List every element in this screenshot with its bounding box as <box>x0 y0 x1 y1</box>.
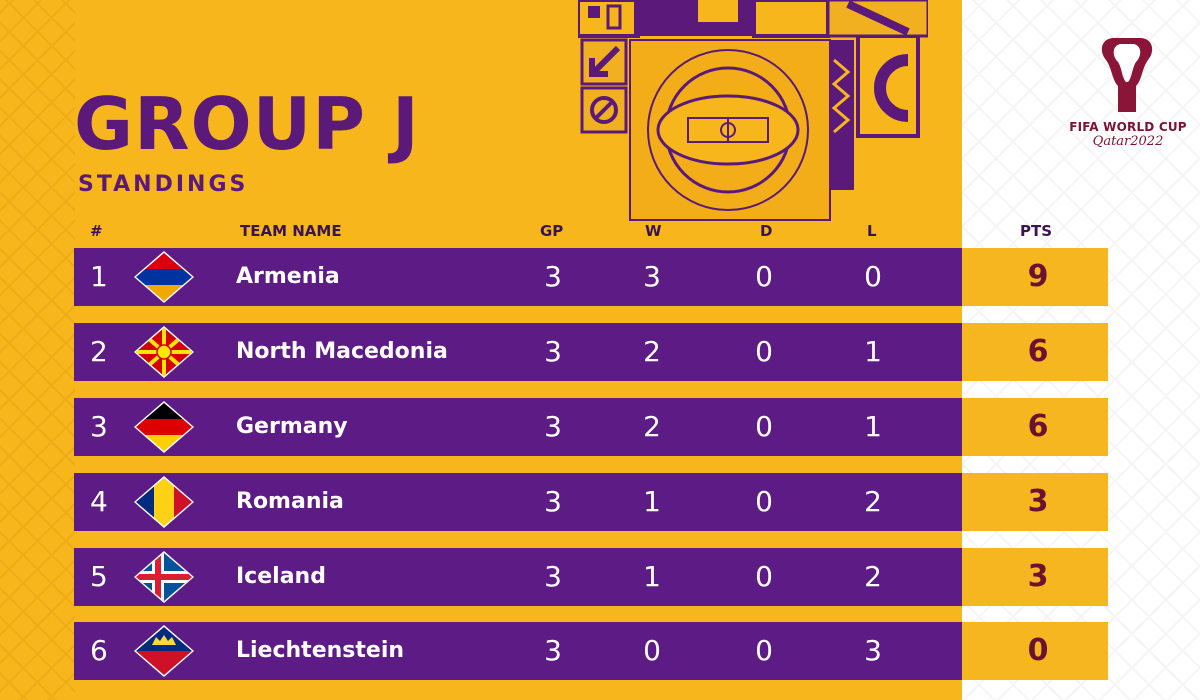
header-losses: L <box>867 222 877 240</box>
draws: 0 <box>755 260 773 293</box>
points: 0 <box>1027 633 1049 668</box>
wins: 2 <box>643 335 661 368</box>
games-played: 3 <box>544 560 562 593</box>
wins: 2 <box>643 410 661 443</box>
team-rank: 4 <box>90 485 108 518</box>
table-row: 6 Liechtenstein 3 0 0 3 0 <box>74 622 1108 680</box>
draws: 0 <box>755 485 773 518</box>
losses: 2 <box>864 485 882 518</box>
header-rank: # <box>90 222 103 240</box>
points: 9 <box>1027 259 1049 294</box>
row-bar <box>74 622 962 680</box>
team-rank: 5 <box>90 560 108 593</box>
row-bar <box>74 248 962 306</box>
table-row: 2 North Macedonia 3 2 0 1 6 <box>74 323 1108 381</box>
decorative-artwork <box>578 0 928 221</box>
games-played: 3 <box>544 260 562 293</box>
table-row: 4 Romania 3 1 0 2 3 <box>74 473 1108 531</box>
table-row: 5 Iceland 3 1 0 2 3 <box>74 548 1108 606</box>
points-cell <box>962 323 1108 381</box>
iceland-flag-icon <box>134 551 194 603</box>
losses: 3 <box>864 634 882 667</box>
liechtenstein-flag-icon <box>134 625 194 677</box>
row-bar <box>74 548 962 606</box>
draws: 0 <box>755 560 773 593</box>
team-name: Germany <box>236 414 348 439</box>
games-played: 3 <box>544 335 562 368</box>
points: 6 <box>1027 334 1049 369</box>
header-points: PTS <box>1020 222 1053 240</box>
points: 6 <box>1027 409 1049 444</box>
header-wins: W <box>645 222 662 240</box>
team-rank: 3 <box>90 410 108 443</box>
row-bar <box>74 398 962 456</box>
page-title: GROUP J <box>74 82 420 166</box>
losses: 1 <box>864 335 882 368</box>
points-cell <box>962 473 1108 531</box>
draws: 0 <box>755 634 773 667</box>
draws: 0 <box>755 410 773 443</box>
team-name: Liechtenstein <box>236 638 405 663</box>
background-pattern <box>0 0 75 700</box>
trophy-icon <box>1101 38 1153 112</box>
header-draws: D <box>760 222 773 240</box>
points: 3 <box>1027 484 1049 519</box>
row-bar <box>74 473 962 531</box>
team-rank: 1 <box>90 260 108 293</box>
romania-flag-icon <box>134 476 194 528</box>
logo-title: FIFA WORLD CUP <box>1069 120 1187 134</box>
points-cell <box>962 548 1108 606</box>
points: 3 <box>1027 559 1049 594</box>
team-name: North Macedonia <box>236 339 448 364</box>
germany-flag-icon <box>134 401 194 453</box>
wins: 0 <box>643 634 661 667</box>
page-subtitle: STANDINGS <box>78 172 249 197</box>
draws: 0 <box>755 335 773 368</box>
north-macedonia-flag-icon <box>134 326 194 378</box>
points-cell <box>962 622 1108 680</box>
team-name: Armenia <box>236 264 340 289</box>
wins: 3 <box>643 260 661 293</box>
team-name: Iceland <box>236 564 326 589</box>
games-played: 3 <box>544 634 562 667</box>
logo-subtitle: Qatar2022 <box>1092 134 1164 149</box>
points-cell <box>962 398 1108 456</box>
losses: 2 <box>864 560 882 593</box>
losses: 0 <box>864 260 882 293</box>
losses: 1 <box>864 410 882 443</box>
armenia-flag-icon <box>134 251 194 303</box>
team-rank: 2 <box>90 335 108 368</box>
table-row: 3 Germany 3 2 0 1 6 <box>74 398 1108 456</box>
team-rank: 6 <box>90 634 108 667</box>
header-team: TEAM NAME <box>240 222 342 240</box>
team-name: Romania <box>236 489 344 514</box>
row-bar <box>74 323 962 381</box>
games-played: 3 <box>544 485 562 518</box>
table-row: 1 Armenia 3 3 0 0 9 <box>74 248 1108 306</box>
wins: 1 <box>643 560 661 593</box>
header-gp: GP <box>540 222 564 240</box>
wins: 1 <box>643 485 661 518</box>
games-played: 3 <box>544 410 562 443</box>
points-cell <box>962 248 1108 306</box>
